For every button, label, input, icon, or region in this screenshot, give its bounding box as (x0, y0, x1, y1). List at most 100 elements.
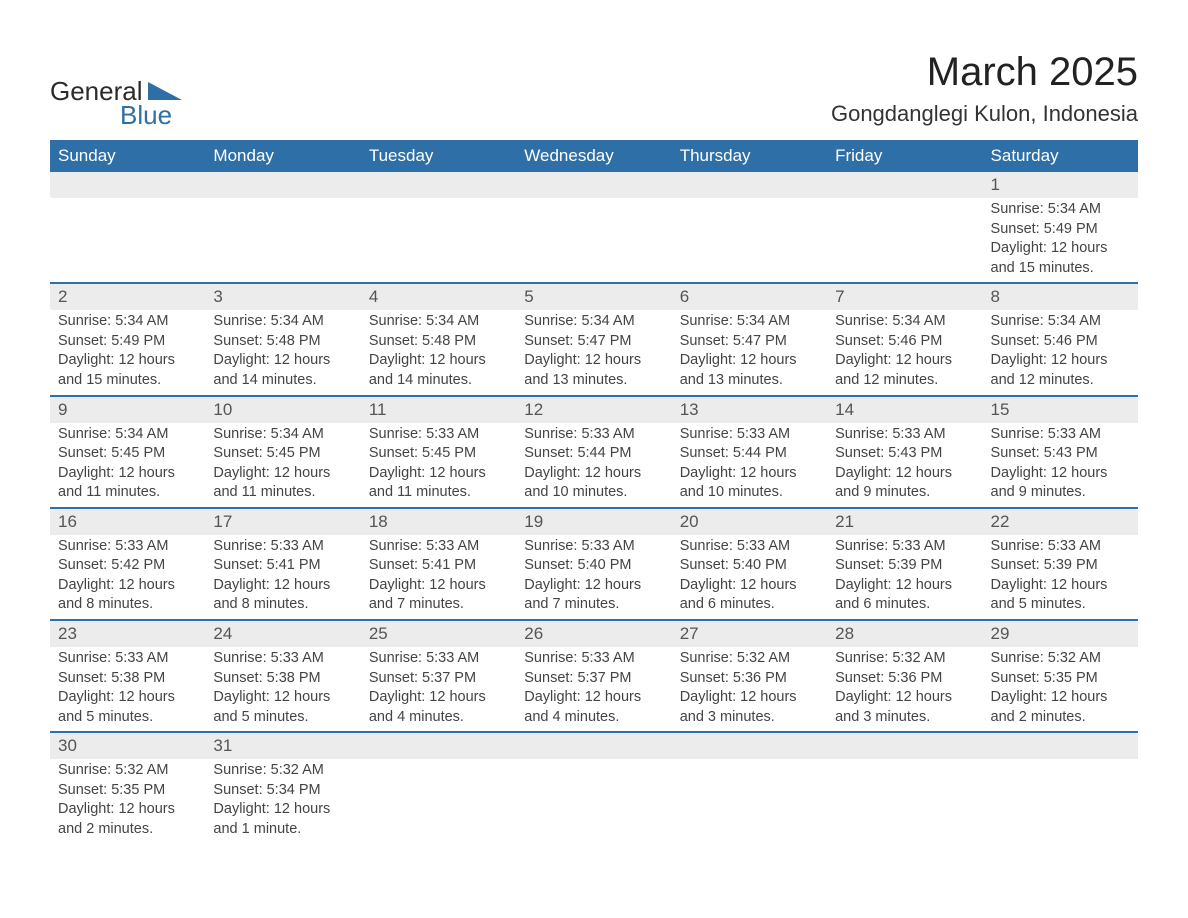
sunset-line: Sunset: 5:39 PM (835, 556, 974, 576)
day-number-cell: 23 (50, 620, 205, 647)
sunset-line: Sunset: 5:38 PM (213, 669, 352, 689)
daylight-line: Daylight: 12 hours and 12 minutes. (991, 351, 1130, 390)
day-content-cell (672, 198, 827, 283)
day-number-cell: 30 (50, 732, 205, 759)
daylight-line: Daylight: 12 hours and 6 minutes. (680, 576, 819, 615)
sunset-line: Sunset: 5:38 PM (58, 669, 197, 689)
sunset-line: Sunset: 5:37 PM (524, 669, 663, 689)
sunrise-line: Sunrise: 5:33 AM (524, 649, 663, 669)
sunrise-line: Sunrise: 5:33 AM (835, 425, 974, 445)
calendar-body: 1Sunrise: 5:34 AMSunset: 5:49 PMDaylight… (50, 172, 1138, 844)
day-content-cell: Sunrise: 5:33 AMSunset: 5:41 PMDaylight:… (205, 535, 360, 620)
page-title: March 2025 (831, 50, 1138, 95)
sunset-line: Sunset: 5:43 PM (835, 444, 974, 464)
daylight-line: Daylight: 12 hours and 3 minutes. (680, 688, 819, 727)
day-content-cell: Sunrise: 5:33 AMSunset: 5:44 PMDaylight:… (672, 423, 827, 508)
day-number-cell: 10 (205, 396, 360, 423)
daylight-line: Daylight: 12 hours and 11 minutes. (213, 464, 352, 503)
day-number-cell (50, 172, 205, 198)
day-number-cell: 17 (205, 508, 360, 535)
day-number-cell: 31 (205, 732, 360, 759)
day-content-cell: Sunrise: 5:33 AMSunset: 5:44 PMDaylight:… (516, 423, 671, 508)
sunset-line: Sunset: 5:44 PM (524, 444, 663, 464)
day-number-cell: 15 (983, 396, 1138, 423)
weekday-header: Saturday (983, 140, 1138, 172)
sunset-line: Sunset: 5:41 PM (213, 556, 352, 576)
sunset-line: Sunset: 5:40 PM (524, 556, 663, 576)
day-content-cell (983, 759, 1138, 843)
sunrise-line: Sunrise: 5:34 AM (835, 312, 974, 332)
day-content-cell: Sunrise: 5:34 AMSunset: 5:48 PMDaylight:… (205, 310, 360, 395)
sunset-line: Sunset: 5:46 PM (991, 332, 1130, 352)
calendar-page: General Blue March 2025 Gongdanglegi Kul… (0, 0, 1188, 918)
day-content-cell: Sunrise: 5:34 AMSunset: 5:46 PMDaylight:… (827, 310, 982, 395)
sunset-line: Sunset: 5:45 PM (58, 444, 197, 464)
daylight-line: Daylight: 12 hours and 3 minutes. (835, 688, 974, 727)
sunrise-line: Sunrise: 5:34 AM (524, 312, 663, 332)
sunset-line: Sunset: 5:41 PM (369, 556, 508, 576)
brand-logo: General Blue (50, 76, 200, 132)
sunrise-line: Sunrise: 5:34 AM (58, 425, 197, 445)
weekday-header: Sunday (50, 140, 205, 172)
daylight-line: Daylight: 12 hours and 10 minutes. (680, 464, 819, 503)
day-number-cell: 5 (516, 283, 671, 310)
day-number-row: 1 (50, 172, 1138, 198)
sunset-line: Sunset: 5:46 PM (835, 332, 974, 352)
title-area: March 2025 Gongdanglegi Kulon, Indonesia (831, 50, 1138, 127)
sunrise-line: Sunrise: 5:32 AM (213, 761, 352, 781)
day-number-cell (827, 172, 982, 198)
daylight-line: Daylight: 12 hours and 2 minutes. (58, 800, 197, 839)
day-content-cell (205, 198, 360, 283)
daylight-line: Daylight: 12 hours and 11 minutes. (369, 464, 508, 503)
day-content-cell: Sunrise: 5:33 AMSunset: 5:42 PMDaylight:… (50, 535, 205, 620)
day-content-cell: Sunrise: 5:33 AMSunset: 5:39 PMDaylight:… (827, 535, 982, 620)
day-number-cell: 2 (50, 283, 205, 310)
day-content-cell: Sunrise: 5:33 AMSunset: 5:37 PMDaylight:… (361, 647, 516, 732)
daylight-line: Daylight: 12 hours and 1 minute. (213, 800, 352, 839)
day-content-row: Sunrise: 5:33 AMSunset: 5:38 PMDaylight:… (50, 647, 1138, 732)
day-number-cell: 14 (827, 396, 982, 423)
day-content-cell (827, 198, 982, 283)
daylight-line: Daylight: 12 hours and 13 minutes. (680, 351, 819, 390)
day-number-row: 9101112131415 (50, 396, 1138, 423)
weekday-header: Tuesday (361, 140, 516, 172)
day-number-cell: 12 (516, 396, 671, 423)
day-content-cell: Sunrise: 5:33 AMSunset: 5:40 PMDaylight:… (672, 535, 827, 620)
day-number-cell: 24 (205, 620, 360, 647)
daylight-line: Daylight: 12 hours and 5 minutes. (991, 576, 1130, 615)
sunrise-line: Sunrise: 5:32 AM (991, 649, 1130, 669)
sunrise-line: Sunrise: 5:33 AM (58, 537, 197, 557)
day-number-cell: 22 (983, 508, 1138, 535)
day-content-cell: Sunrise: 5:34 AMSunset: 5:46 PMDaylight:… (983, 310, 1138, 395)
daylight-line: Daylight: 12 hours and 14 minutes. (213, 351, 352, 390)
day-number-cell: 18 (361, 508, 516, 535)
day-content-cell: Sunrise: 5:34 AMSunset: 5:49 PMDaylight:… (983, 198, 1138, 283)
sunset-line: Sunset: 5:45 PM (369, 444, 508, 464)
day-number-cell: 25 (361, 620, 516, 647)
sunrise-line: Sunrise: 5:34 AM (213, 312, 352, 332)
sunrise-line: Sunrise: 5:32 AM (58, 761, 197, 781)
day-number-cell: 16 (50, 508, 205, 535)
daylight-line: Daylight: 12 hours and 10 minutes. (524, 464, 663, 503)
sunrise-line: Sunrise: 5:33 AM (991, 537, 1130, 557)
day-number-cell: 4 (361, 283, 516, 310)
day-content-cell: Sunrise: 5:34 AMSunset: 5:47 PMDaylight:… (516, 310, 671, 395)
sunset-line: Sunset: 5:45 PM (213, 444, 352, 464)
calendar-table: Sunday Monday Tuesday Wednesday Thursday… (50, 140, 1138, 844)
daylight-line: Daylight: 12 hours and 7 minutes. (369, 576, 508, 615)
day-number-cell: 21 (827, 508, 982, 535)
sunrise-line: Sunrise: 5:33 AM (369, 537, 508, 557)
sunrise-line: Sunrise: 5:33 AM (680, 425, 819, 445)
day-number-cell (672, 732, 827, 759)
day-number-cell: 9 (50, 396, 205, 423)
sunrise-line: Sunrise: 5:33 AM (213, 649, 352, 669)
sunset-line: Sunset: 5:35 PM (58, 781, 197, 801)
daylight-line: Daylight: 12 hours and 4 minutes. (524, 688, 663, 727)
day-content-row: Sunrise: 5:33 AMSunset: 5:42 PMDaylight:… (50, 535, 1138, 620)
day-content-cell (361, 198, 516, 283)
day-number-cell (516, 172, 671, 198)
day-content-row: Sunrise: 5:34 AMSunset: 5:49 PMDaylight:… (50, 198, 1138, 283)
daylight-line: Daylight: 12 hours and 9 minutes. (991, 464, 1130, 503)
daylight-line: Daylight: 12 hours and 8 minutes. (213, 576, 352, 615)
day-number-cell (983, 732, 1138, 759)
